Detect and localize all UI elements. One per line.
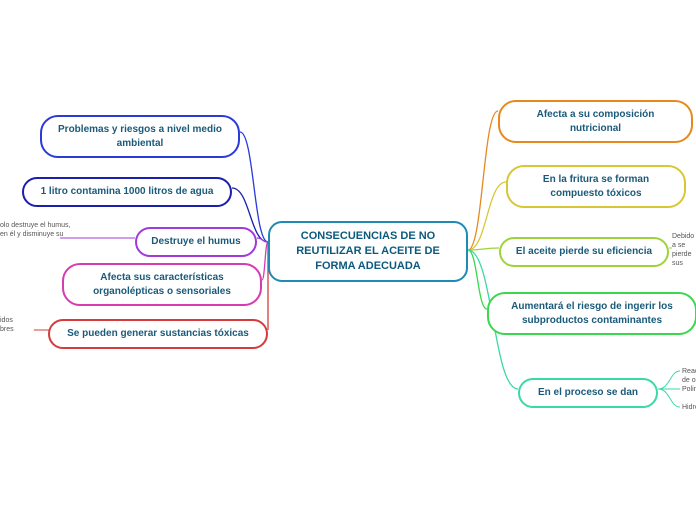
right-node-3[interactable]: Aumentará el riesgo de ingerir los subpr… [487, 292, 696, 335]
left-node-0[interactable]: Problemas y riesgos a nivel medio ambien… [40, 115, 240, 158]
center-node[interactable]: CONSECUENCIAS DE NO REUTILIZAR EL ACEITE… [268, 221, 468, 282]
right-sub-4-0: Reacciones de oxidac [682, 367, 696, 385]
right-sub-4-1: Polimerización [682, 385, 696, 394]
right-node-2[interactable]: El aceite pierde su eficiencia [499, 237, 669, 267]
mindmap-canvas: CONSECUENCIAS DE NO REUTILIZAR EL ACEITE… [0, 0, 696, 520]
right-node-4[interactable]: En el proceso se dan [518, 378, 658, 408]
left-annot-2: olo destruye el humus,en él y disminuye … [0, 221, 120, 239]
right-node-1[interactable]: En la fritura se forman compuesto tóxico… [506, 165, 686, 208]
right-sub-4-2: Hidrólisis [682, 403, 696, 412]
left-node-1[interactable]: 1 litro contamina 1000 litros de agua [22, 177, 232, 207]
left-node-3[interactable]: Afecta sus características organoléptica… [62, 263, 262, 306]
right-annot-2: Debido a sepierde sus [672, 232, 696, 268]
left-annot-4: idosbres [0, 316, 120, 334]
left-node-2[interactable]: Destruye el humus [135, 227, 257, 257]
right-node-0[interactable]: Afecta a su composición nutricional [498, 100, 693, 143]
